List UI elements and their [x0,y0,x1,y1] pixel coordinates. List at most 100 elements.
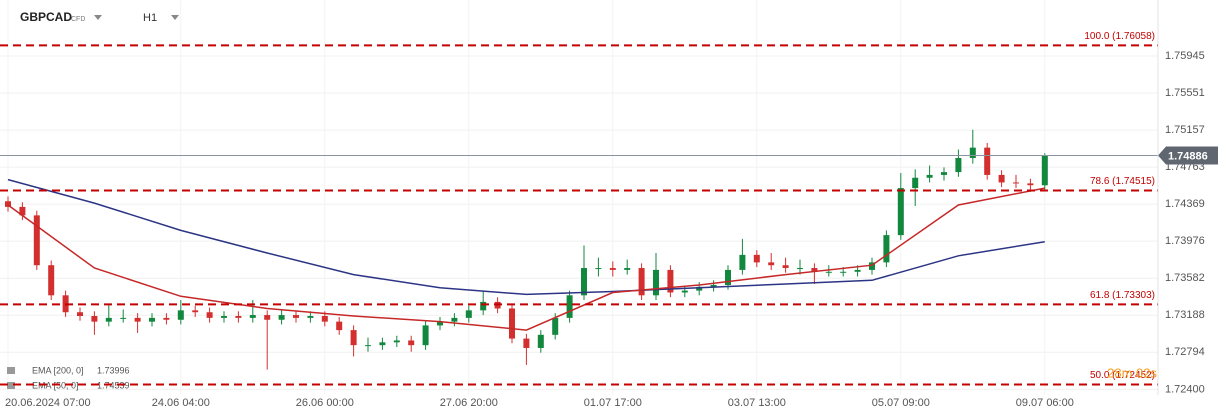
candle-body [782,265,789,269]
legend-name: EMA [200, 0] [32,365,84,375]
y-tick-label: 1.75551 [1165,87,1205,99]
candle-body [278,315,285,320]
top-layer: 1.759451.755511.751571.747631.743691.739… [0,31,1218,409]
candle-body [48,265,55,296]
legend-icon [7,367,15,374]
candle-body [465,310,472,318]
candle-body [768,262,775,266]
y-tick-label: 1.74369 [1165,198,1205,210]
candle-body [523,338,530,348]
candle-body [609,268,616,270]
candle-body [509,308,515,339]
x-tick-label: 09.07 06:00 [1016,397,1074,409]
candle-body [696,286,703,291]
x-tick-label: 24.06 04:00 [152,397,210,409]
candle-body [105,317,112,322]
fib-label: 61.8 (1.73303) [1090,290,1155,301]
candle-body [552,317,559,335]
candle-body [595,268,602,270]
candle-body [91,316,98,322]
candle-body [667,269,674,293]
candle-body [1027,183,1034,186]
candle-body [408,340,415,346]
x-tick-label: 01.07 17:00 [584,397,642,409]
candle-body [941,172,947,175]
candle-body [134,317,141,322]
y-tick-label: 1.73976 [1165,235,1205,247]
candle-body [149,317,155,322]
candle-body [365,345,371,347]
candle-body [725,269,731,285]
candle-body [653,269,659,296]
candle-body [221,316,227,318]
price-tag [1158,146,1218,165]
candle-body [379,342,386,346]
candle-body [869,262,875,270]
candle-body [321,316,328,322]
legend-icon [7,382,15,389]
x-tick-label: 03.07 13:00 [728,397,786,409]
current-price-label: 1.74886 [1168,150,1208,162]
symbol[interactable]: GBPCAD [20,10,72,24]
countdown: 28m 02s [1107,365,1157,380]
candle-body [811,268,818,272]
candle-body [955,158,962,173]
candle-body [840,271,847,273]
fib-label: 100.0 (1.76058) [1084,31,1155,42]
candle-body [120,317,127,319]
candle-body [912,177,919,189]
candle-body [537,334,544,348]
candle-body [566,295,573,318]
candle-body [422,325,429,346]
candle-body [451,317,458,322]
instrument-type: CFD [71,16,85,23]
y-tick-label: 1.73582 [1165,272,1205,284]
ema-line [7,178,1045,296]
candle-body [437,321,443,326]
candle-body [350,330,357,346]
candle-body [897,188,904,236]
y-tick-label: 1.72794 [1165,346,1205,358]
y-tick-label: 1.75157 [1165,124,1205,136]
candle-body [1041,155,1048,186]
candle-body [264,315,271,320]
candle-body [192,310,199,313]
candle-body [163,317,170,320]
candle-body [5,201,11,207]
candle-body [293,315,299,318]
candle-body [1013,182,1019,184]
candle-body [249,315,256,318]
candle-body [638,268,645,296]
candle-body [235,316,242,318]
fib-label: 50.0 (1.72452) [1090,370,1155,381]
candle-body [581,268,587,296]
candle-body [825,271,832,273]
legend-value: 1.73996 [97,365,130,375]
candle-body [77,312,83,316]
candle-body [883,235,890,263]
x-tick-label: 27.06 20:00 [440,397,498,409]
candle-body [969,147,976,158]
candle-body [797,268,803,270]
x-tick-label: 05.07 09:00 [872,397,930,409]
candle-body [854,269,861,272]
y-tick-label: 1.75945 [1165,50,1205,62]
timeframe[interactable]: H1 [143,12,157,24]
fib-label: 78.6 (1.74515) [1090,176,1155,187]
ema-line [7,187,1045,331]
candle-body [336,321,343,331]
candle-body [393,340,400,343]
candle-body [984,147,991,175]
marks-layer [5,129,1048,370]
dropdown-arrow[interactable] [171,15,179,20]
candle-body [710,284,717,287]
candle-body [624,268,631,270]
candle-body [19,206,26,216]
y-tick-label: 1.73188 [1165,309,1205,321]
dropdown-arrow[interactable] [94,15,102,20]
x-tick-label: 20.06.2024 07:00 [5,397,91,409]
candle-body [739,254,746,270]
candle-body [926,174,933,178]
